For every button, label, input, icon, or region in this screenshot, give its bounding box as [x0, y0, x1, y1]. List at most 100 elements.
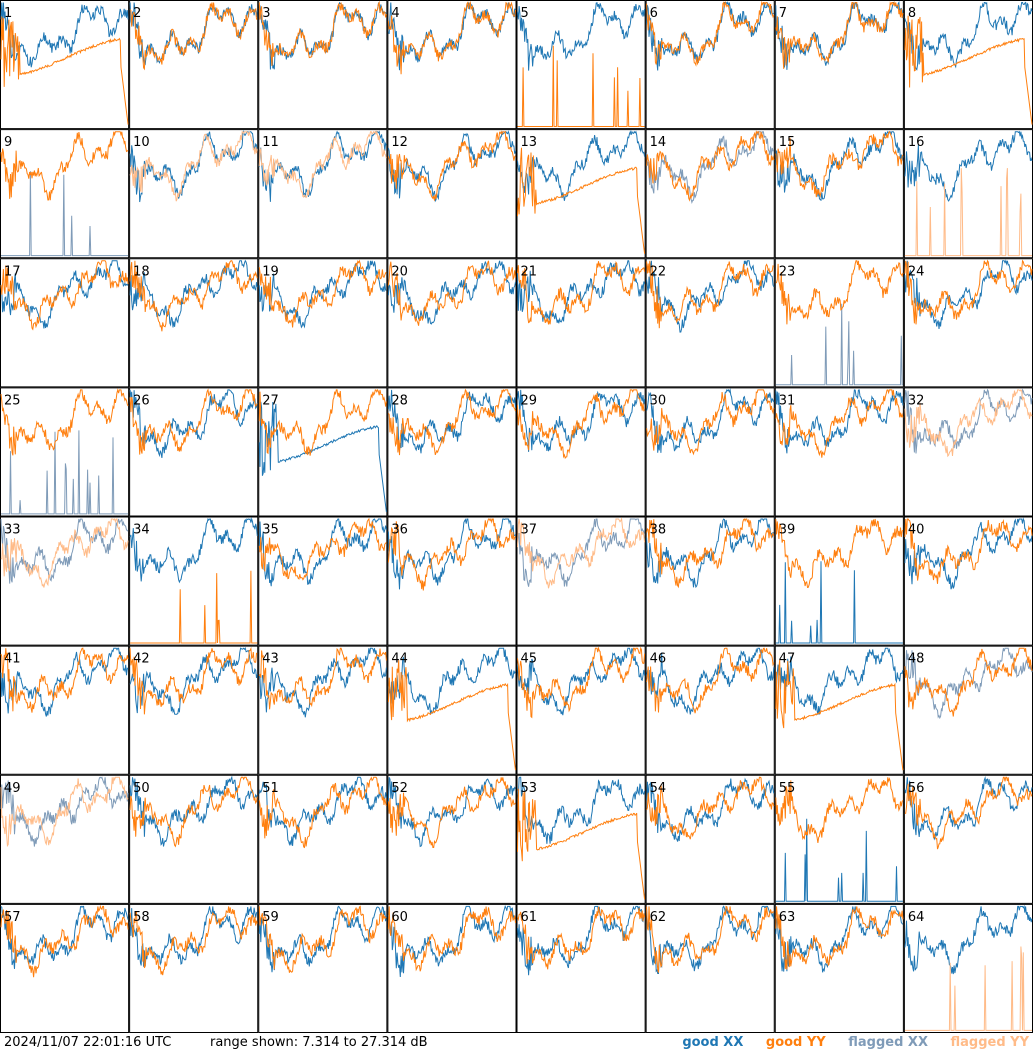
panel-number-label: 32	[908, 393, 925, 408]
series-yy-line	[646, 905, 775, 973]
series-xx-line	[1, 171, 129, 257]
panel-frame	[129, 645, 259, 775]
panel-number-label: 22	[650, 264, 667, 279]
panel-number-label: 44	[391, 652, 408, 667]
legend-good-yy: good YY	[765, 1035, 826, 1050]
panel-number-label: 21	[521, 264, 538, 279]
series-yy-line	[387, 906, 516, 972]
legend-good-xx: good XX	[682, 1035, 744, 1050]
panel-frame	[774, 129, 904, 259]
panel-number-label: 39	[779, 523, 796, 538]
series-xx-line	[387, 777, 516, 848]
panel-number-label: 26	[133, 393, 150, 408]
series-yy-line	[904, 15, 1033, 125]
panel-34: 34	[129, 516, 259, 646]
panel-frame	[387, 903, 517, 1033]
panel-number-label: 63	[779, 910, 796, 925]
series-xx-line	[387, 260, 516, 325]
panel-10: 10	[129, 129, 259, 259]
series-yy-line	[646, 260, 775, 329]
series-yy-line	[775, 518, 904, 588]
series-yy-line	[129, 2, 258, 71]
panel-frame	[387, 774, 517, 904]
series-xx-line	[904, 776, 1033, 841]
series-yy-line	[387, 130, 516, 201]
panel-frame	[387, 516, 517, 646]
series-xx-line	[517, 130, 646, 201]
series-xx-line	[387, 2, 516, 71]
panel-25: 25	[0, 387, 130, 517]
panel-frame	[774, 774, 904, 904]
series-yy-line	[387, 388, 516, 456]
panel-frame	[516, 774, 646, 904]
panel-number-label: 11	[262, 135, 279, 150]
panel-number-label: 57	[4, 910, 21, 925]
panel-frame	[258, 0, 388, 130]
panel-number-label: 60	[391, 910, 408, 925]
series-yy-line	[258, 517, 387, 581]
panel-frame	[774, 516, 904, 646]
panel-frame	[129, 387, 259, 517]
series-xx-line	[775, 561, 903, 644]
panel-number-label: 8	[908, 6, 916, 21]
series-xx-line	[0, 518, 129, 584]
series-xx-line	[646, 387, 775, 453]
panel-12: 12	[387, 129, 517, 259]
panel-number-label: 42	[133, 652, 150, 667]
series-xx-line	[775, 303, 903, 386]
series-yy-line	[904, 389, 1033, 458]
panel-47: 47	[774, 645, 904, 775]
panel-35: 35	[258, 516, 388, 646]
panel-54: 54	[645, 774, 775, 904]
series-xx-line	[775, 389, 904, 454]
series-yy-line	[646, 389, 775, 456]
series-yy-line	[775, 0, 904, 69]
panel-42: 42	[129, 645, 259, 775]
panel-23: 23	[774, 258, 904, 388]
panel-number-label: 18	[133, 264, 150, 279]
panel-frame	[258, 774, 388, 904]
panel-number-label: 31	[779, 393, 796, 408]
series-xx-line	[0, 647, 129, 717]
panel-frame	[774, 903, 904, 1033]
panel-15: 15	[774, 129, 904, 259]
series-xx-line	[517, 647, 646, 716]
panel-number-label: 6	[650, 6, 658, 21]
series-xx-line	[517, 776, 646, 844]
series-yy-line	[904, 946, 1032, 1031]
panel-frame	[129, 0, 259, 130]
panel-59: 59	[258, 903, 388, 1033]
panel-frame	[258, 258, 388, 388]
series-yy-line	[517, 646, 646, 719]
panel-number-label: 27	[262, 393, 279, 408]
series-yy-line	[387, 660, 516, 771]
panel-28: 28	[387, 387, 517, 517]
panel-number-label: 23	[779, 264, 796, 279]
panel-number-label: 14	[650, 135, 667, 150]
panel-number-label: 58	[133, 910, 150, 925]
series-yy-line	[0, 776, 129, 848]
panel-17: 17	[0, 258, 130, 388]
panel-number-label: 34	[133, 523, 150, 538]
panel-number-label: 9	[4, 135, 12, 150]
panel-frame	[0, 903, 130, 1033]
panel-frame	[129, 129, 259, 259]
panel-number-label: 2	[133, 6, 141, 21]
series-xx-line	[1, 430, 129, 515]
series-xx-line	[387, 518, 516, 590]
panel-number-label: 45	[521, 652, 538, 667]
panel-49: 49	[0, 774, 130, 904]
series-xx-line	[646, 1, 774, 71]
panel-21: 21	[516, 258, 646, 388]
panel-33: 33	[0, 516, 130, 646]
panel-frame	[387, 258, 517, 388]
panel-45: 45	[516, 645, 646, 775]
panel-44: 44	[387, 645, 517, 775]
series-yy-line	[904, 647, 1033, 717]
panel-number-label: 46	[650, 652, 667, 667]
panel-frame	[645, 774, 775, 904]
footer: 2024/11/07 22:01:16 UTC range shown: 7.3…	[0, 1033, 1033, 1053]
panel-number-label: 52	[391, 781, 408, 796]
series-yy-line	[387, 0, 516, 75]
panel-number-label: 49	[4, 781, 21, 796]
